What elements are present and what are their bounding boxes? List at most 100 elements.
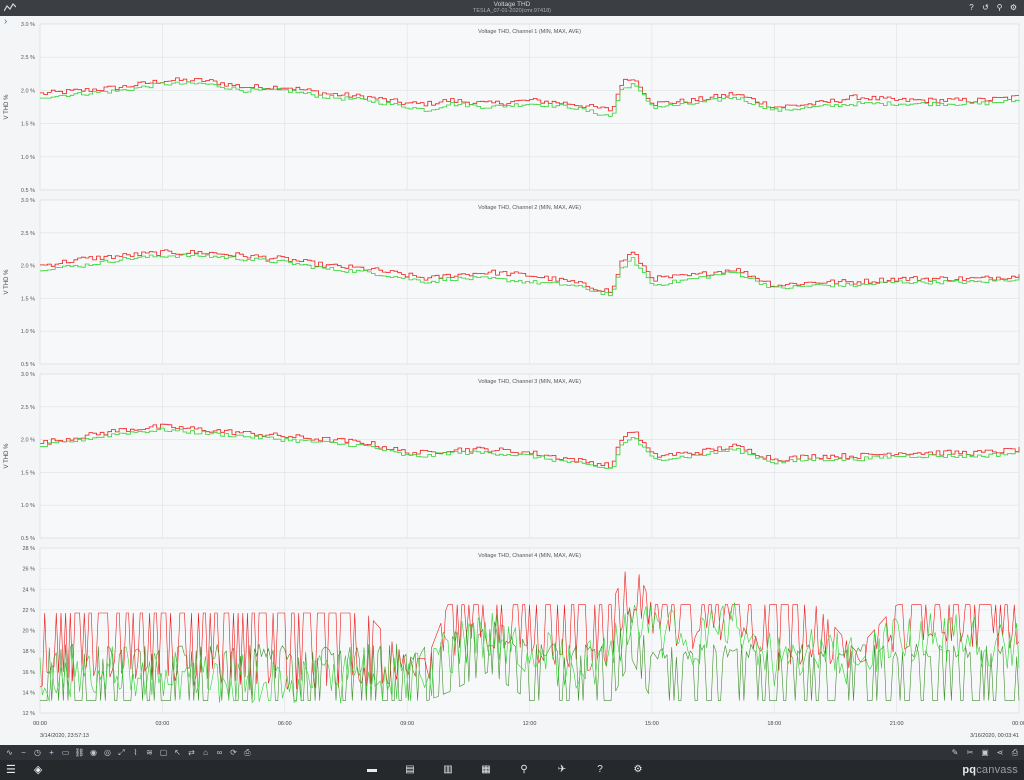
y-tick-label: 1.5 %	[21, 470, 35, 476]
series-max-line	[40, 423, 1020, 469]
x-tick-label: 06:00	[278, 721, 292, 727]
window-subtitle: TESLA_07-01-2020(cmr.97418)	[473, 8, 551, 14]
y-tick-label: 14 %	[22, 690, 35, 696]
y-tick-label: 28 %	[22, 546, 35, 552]
gear-icon[interactable]: ⚙	[633, 764, 643, 775]
clock-icon[interactable]: ◷	[34, 748, 41, 757]
y-tick-label: 22 %	[22, 608, 35, 614]
table-icon[interactable]: ▤	[405, 764, 415, 775]
series-max-line	[40, 249, 1020, 293]
location-icon[interactable]: ⚲	[520, 764, 528, 775]
settings-icon[interactable]: ⚙	[1009, 3, 1018, 12]
zoom-in-icon[interactable]: +	[49, 748, 54, 757]
help-circle-icon[interactable]: ?	[597, 764, 603, 775]
pen-icon[interactable]: ✎	[951, 748, 959, 757]
y-tick-label: 1.0 %	[21, 503, 35, 509]
multi-chart-icon[interactable]: ≋	[146, 748, 153, 757]
y-tick-label: 1.0 %	[21, 155, 35, 161]
y-tick-label: 3.0 %	[21, 372, 35, 378]
y-axis-label: V THD %	[4, 94, 10, 120]
chart-title: Voltage THD, Channel 2 (MIN, MAX, AVE)	[478, 205, 581, 211]
chart-icon[interactable]: ⌇	[133, 748, 138, 757]
chart-title: Voltage THD, Channel 1 (MIN, MAX, AVE)	[478, 29, 581, 35]
x-range-start: 3/14/2020, 23:57:13	[40, 733, 89, 739]
y-tick-label: 2.5 %	[21, 405, 35, 411]
chart-toolbar: ∿ − ◷ + ▭ ⛓ ◉ ◎ ⤢ ⌇ ≋ ▢ ↖ ⇄ ⌂ ∞ ⟳ ⎙ ✎ ✂ …	[0, 745, 1024, 760]
eye-off-icon[interactable]: ◎	[104, 748, 111, 757]
y-tick-label: 16 %	[22, 670, 35, 676]
window-titlebar: Voltage THD TESLA_07-01-2020(cmr.97418) …	[0, 0, 1024, 16]
cursor-icon[interactable]: ↖	[174, 748, 181, 757]
y-tick-label: 2.0 %	[21, 438, 35, 444]
satellite-icon[interactable]: ✈	[557, 764, 567, 775]
nav-bar: ☰ ◈ ▬ ▤ ▥ ▦ ⚲ ✈ ? ⚙ pqcanvass	[0, 760, 1024, 780]
home-icon[interactable]: ⌂	[203, 748, 208, 757]
y-axis-label: V THD %	[4, 269, 10, 295]
link-icon[interactable]: ⛓	[74, 748, 85, 757]
series-min-line	[40, 607, 1020, 701]
y-tick-label: 2.0 %	[21, 264, 35, 270]
y-tick-label: 24 %	[22, 587, 35, 593]
app-logo-icon[interactable]	[4, 3, 16, 13]
x-tick-label: 00:00	[1012, 721, 1024, 727]
y-tick-label: 2.5 %	[21, 55, 35, 61]
x-tick-label: 00:00	[33, 721, 47, 727]
chart-title: Voltage THD, Channel 3 (MIN, MAX, AVE)	[478, 379, 581, 385]
series-ave-line	[40, 81, 1020, 117]
y-tick-label: 2.0 %	[21, 88, 35, 94]
brand-logo: pqcanvass	[962, 764, 1018, 776]
chart-title: Voltage THD, Channel 4 (MIN, MAX, AVE)	[478, 553, 581, 559]
series-max-line	[39, 571, 1020, 691]
swap-icon[interactable]: ⇄	[188, 748, 195, 757]
y-tick-label: 1.5 %	[21, 296, 35, 302]
expand-chevron-icon[interactable]: ›	[4, 16, 8, 27]
x-tick-label: 15:00	[645, 721, 659, 727]
y-tick-label: 26 %	[22, 567, 35, 573]
calendar-icon[interactable]: ▦	[481, 764, 491, 775]
print-icon[interactable]: ⎙	[244, 748, 251, 757]
window-controls: ? ↺ ⚲ ⚙	[967, 3, 1018, 12]
series-ave-line	[39, 602, 1020, 704]
charts-area: 0.5 % 1.0 % 1.5 % 2.0 % 2.5 % 3.0 % V THD % Vol…	[4, 22, 1024, 739]
y-tick-label: 1.0 %	[21, 329, 35, 335]
help-icon[interactable]: ?	[969, 3, 974, 12]
history-icon[interactable]: ↺	[982, 3, 989, 12]
y-tick-label: 3.0 %	[21, 198, 35, 204]
series-max-line	[40, 77, 1019, 112]
fit-icon[interactable]: ⤢	[118, 748, 125, 757]
y-tick-label: 0.5 %	[21, 362, 35, 368]
range-icon[interactable]: ▭	[61, 748, 70, 757]
x-tick-label: 03:00	[155, 721, 169, 727]
x-tick-label: 12:00	[523, 721, 537, 727]
y-tick-label: 3.0 %	[21, 22, 35, 28]
y-tick-label: 0.5 %	[21, 188, 35, 194]
share-icon[interactable]: ⋖	[996, 748, 1004, 757]
chart-type-icon[interactable]: ∿	[6, 748, 13, 757]
series-ave-line	[40, 427, 1020, 469]
y-tick-label: 12 %	[22, 711, 35, 717]
report-icon[interactable]: ▥	[443, 764, 453, 775]
menu-icon[interactable]: ☰	[6, 764, 16, 776]
x-tick-label: 09:00	[400, 721, 414, 727]
scissors-icon[interactable]: ✂	[966, 748, 974, 757]
printer-icon[interactable]: ⎙	[1011, 748, 1019, 757]
pin-icon[interactable]: ⚲	[996, 3, 1003, 12]
y-tick-label: 1.5 %	[21, 122, 35, 128]
refresh-icon[interactable]: ⟳	[230, 748, 237, 757]
y-tick-label: 2.5 %	[21, 231, 35, 237]
x-range-end: 3/16/2020, 00:03:41	[970, 733, 1019, 739]
eye-icon[interactable]: ◉	[90, 748, 97, 757]
window-title: Voltage THD	[493, 1, 531, 8]
y-tick-label: 0.5 %	[21, 536, 35, 542]
y-tick-label: 20 %	[22, 629, 35, 635]
series-ave-line	[40, 253, 1020, 297]
save-icon[interactable]: ▣	[981, 748, 989, 757]
folder-icon[interactable]: ▬	[367, 764, 377, 775]
layers-icon[interactable]: ◈	[33, 764, 43, 776]
zoom-out-icon[interactable]: −	[21, 748, 26, 757]
page-icon[interactable]: ▢	[159, 748, 168, 757]
cycle-icon[interactable]: ∞	[216, 748, 223, 757]
x-tick-label: 21:00	[890, 721, 904, 727]
y-tick-label: 18 %	[22, 649, 35, 655]
y-axis-label: V THD %	[4, 443, 10, 469]
